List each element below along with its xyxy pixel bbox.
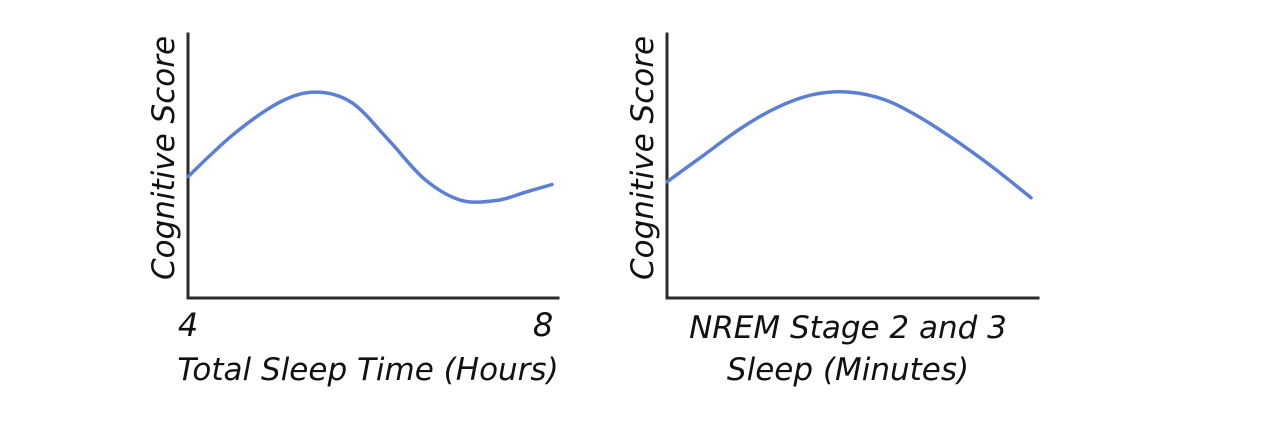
series-line [665,90,1033,200]
sleep-time-chart: Cognitive Score 4 8 Total Sleep Time (Ho… [146,32,560,388]
x-tick-label: 8 [533,306,553,344]
series-group [186,90,554,204]
series-line [186,90,554,204]
y-axis-label: Cognitive Score [146,36,182,280]
x-axis-label: Total Sleep Time (Hours) [177,352,558,388]
axes [186,32,560,300]
x-axis-label-line-2: Sleep (Minutes) [727,352,969,388]
series-group [665,90,1033,200]
x-axis-label-line-1: NREM Stage 2 and 3 [689,310,1007,346]
y-axis-label: Cognitive Score [625,36,661,280]
axes [665,32,1040,300]
nrem-sleep-chart: Cognitive Score NREM Stage 2 and 3 Sleep… [625,32,1040,388]
x-tick-label: 4 [178,306,198,344]
